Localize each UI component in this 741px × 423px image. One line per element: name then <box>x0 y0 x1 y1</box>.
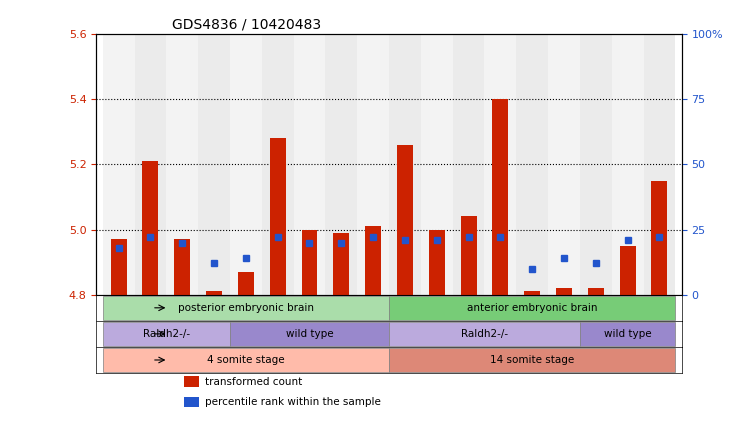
Bar <box>103 348 389 372</box>
Bar <box>110 239 127 295</box>
Text: wild type: wild type <box>286 329 333 339</box>
Text: anterior embryonic brain: anterior embryonic brain <box>467 303 597 313</box>
Bar <box>135 34 166 295</box>
Bar <box>103 322 230 346</box>
Bar <box>421 34 453 295</box>
Text: transformed count: transformed count <box>205 376 302 387</box>
Bar <box>302 230 317 295</box>
Bar <box>619 246 636 295</box>
Bar <box>184 397 199 407</box>
Bar <box>230 322 389 346</box>
Bar <box>524 291 540 295</box>
Bar <box>612 34 643 295</box>
Text: 4 somite stage: 4 somite stage <box>207 355 285 365</box>
Bar <box>548 34 580 295</box>
Bar <box>588 288 604 295</box>
Text: Raldh2-/-: Raldh2-/- <box>461 329 508 339</box>
Bar <box>397 145 413 295</box>
Bar <box>643 34 675 295</box>
Bar <box>461 217 476 295</box>
Text: posterior embryonic brain: posterior embryonic brain <box>178 303 314 313</box>
Bar <box>389 348 675 372</box>
Bar <box>230 34 262 295</box>
Bar <box>389 322 580 346</box>
Bar <box>103 34 135 295</box>
Bar <box>485 34 516 295</box>
Bar <box>365 226 381 295</box>
Text: 14 somite stage: 14 somite stage <box>490 355 574 365</box>
Bar <box>453 34 485 295</box>
Bar <box>493 99 508 295</box>
Text: GDS4836 / 10420483: GDS4836 / 10420483 <box>173 17 322 31</box>
Text: Raldh2-/-: Raldh2-/- <box>143 329 190 339</box>
Text: percentile rank within the sample: percentile rank within the sample <box>205 397 380 407</box>
Bar <box>429 230 445 295</box>
Bar <box>325 34 357 295</box>
Text: wild type: wild type <box>604 329 651 339</box>
Bar <box>516 34 548 295</box>
Bar <box>206 291 222 295</box>
Bar <box>142 161 159 295</box>
Bar <box>556 288 572 295</box>
Bar <box>238 272 254 295</box>
Bar <box>389 34 421 295</box>
Bar <box>103 296 389 319</box>
Bar <box>389 296 675 319</box>
Bar <box>166 34 198 295</box>
Bar <box>270 138 285 295</box>
Bar <box>651 181 668 295</box>
Bar <box>198 34 230 295</box>
Bar <box>580 34 612 295</box>
Bar <box>262 34 293 295</box>
Bar <box>333 233 349 295</box>
Bar <box>184 376 199 387</box>
Bar <box>293 34 325 295</box>
Bar <box>174 239 190 295</box>
Bar <box>580 322 675 346</box>
Bar <box>357 34 389 295</box>
